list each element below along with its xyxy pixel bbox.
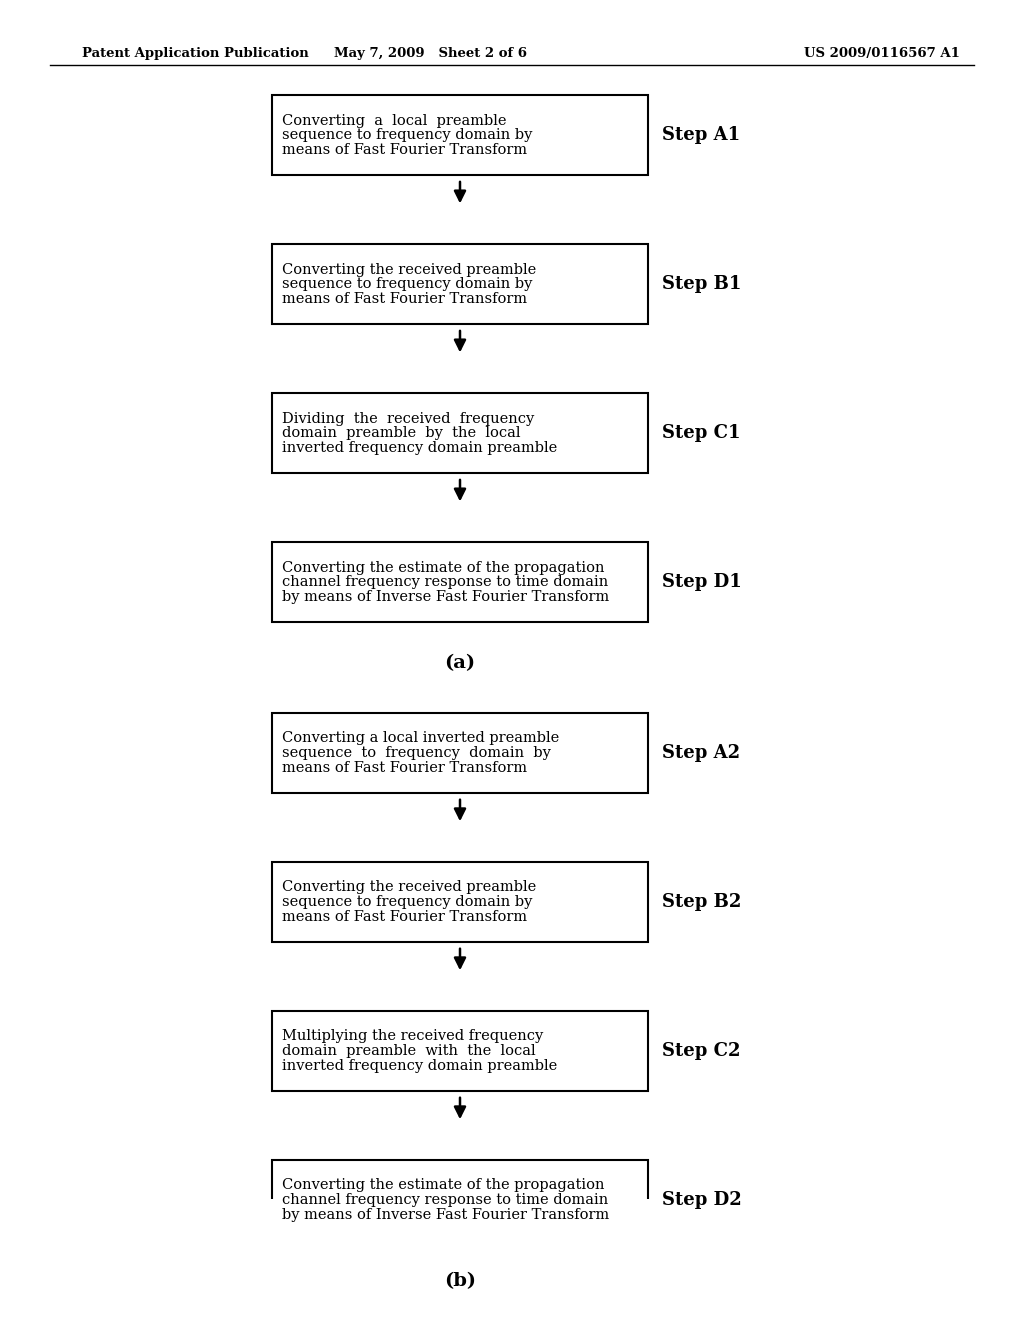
Bar — [272, 1011, 648, 1092]
Bar — [272, 393, 648, 474]
Bar — [272, 95, 648, 176]
Bar — [272, 543, 648, 623]
Bar — [272, 862, 648, 942]
Text: Step D1: Step D1 — [662, 573, 741, 591]
Text: Converting a local inverted preamble: Converting a local inverted preamble — [282, 731, 559, 746]
Text: Step C1: Step C1 — [662, 425, 740, 442]
Text: Step B1: Step B1 — [662, 276, 741, 293]
Text: domain  preamble  with  the  local: domain preamble with the local — [282, 1044, 536, 1059]
Text: by means of Inverse Fast Fourier Transform: by means of Inverse Fast Fourier Transfo… — [282, 1208, 609, 1222]
Text: means of Fast Fourier Transform: means of Fast Fourier Transform — [282, 909, 527, 924]
Text: sequence  to  frequency  domain  by: sequence to frequency domain by — [282, 746, 551, 760]
Text: by means of Inverse Fast Fourier Transform: by means of Inverse Fast Fourier Transfo… — [282, 590, 609, 605]
Text: Converting the received preamble: Converting the received preamble — [282, 880, 537, 895]
Text: sequence to frequency domain by: sequence to frequency domain by — [282, 277, 532, 292]
Text: US 2009/0116567 A1: US 2009/0116567 A1 — [804, 48, 961, 61]
Text: Converting the estimate of the propagation: Converting the estimate of the propagati… — [282, 1179, 604, 1192]
Text: Step A1: Step A1 — [662, 127, 740, 144]
Text: Dividing  the  received  frequency: Dividing the received frequency — [282, 412, 535, 425]
Text: Step C2: Step C2 — [662, 1043, 740, 1060]
Text: means of Fast Fourier Transform: means of Fast Fourier Transform — [282, 143, 527, 157]
Bar — [272, 244, 648, 325]
Text: channel frequency response to time domain: channel frequency response to time domai… — [282, 1193, 608, 1208]
Text: sequence to frequency domain by: sequence to frequency domain by — [282, 895, 532, 909]
Text: May 7, 2009   Sheet 2 of 6: May 7, 2009 Sheet 2 of 6 — [334, 48, 526, 61]
Text: Converting the estimate of the propagation: Converting the estimate of the propagati… — [282, 561, 604, 574]
Text: Converting  a  local  preamble: Converting a local preamble — [282, 114, 507, 128]
Text: means of Fast Fourier Transform: means of Fast Fourier Transform — [282, 762, 527, 775]
Text: channel frequency response to time domain: channel frequency response to time domai… — [282, 576, 608, 590]
Text: domain  preamble  by  the  local: domain preamble by the local — [282, 426, 520, 441]
Text: (a): (a) — [444, 655, 475, 672]
Text: (b): (b) — [444, 1272, 476, 1290]
Text: Patent Application Publication: Patent Application Publication — [82, 48, 309, 61]
Text: Multiplying the received frequency: Multiplying the received frequency — [282, 1030, 544, 1044]
Bar — [272, 1160, 648, 1241]
Text: Step A2: Step A2 — [662, 744, 740, 762]
Text: Step B2: Step B2 — [662, 894, 741, 911]
Bar — [272, 713, 648, 793]
Text: sequence to frequency domain by: sequence to frequency domain by — [282, 128, 532, 143]
Text: Converting the received preamble: Converting the received preamble — [282, 263, 537, 277]
Text: means of Fast Fourier Transform: means of Fast Fourier Transform — [282, 292, 527, 306]
Text: inverted frequency domain preamble: inverted frequency domain preamble — [282, 441, 557, 455]
Text: inverted frequency domain preamble: inverted frequency domain preamble — [282, 1059, 557, 1073]
Text: Step D2: Step D2 — [662, 1191, 741, 1209]
